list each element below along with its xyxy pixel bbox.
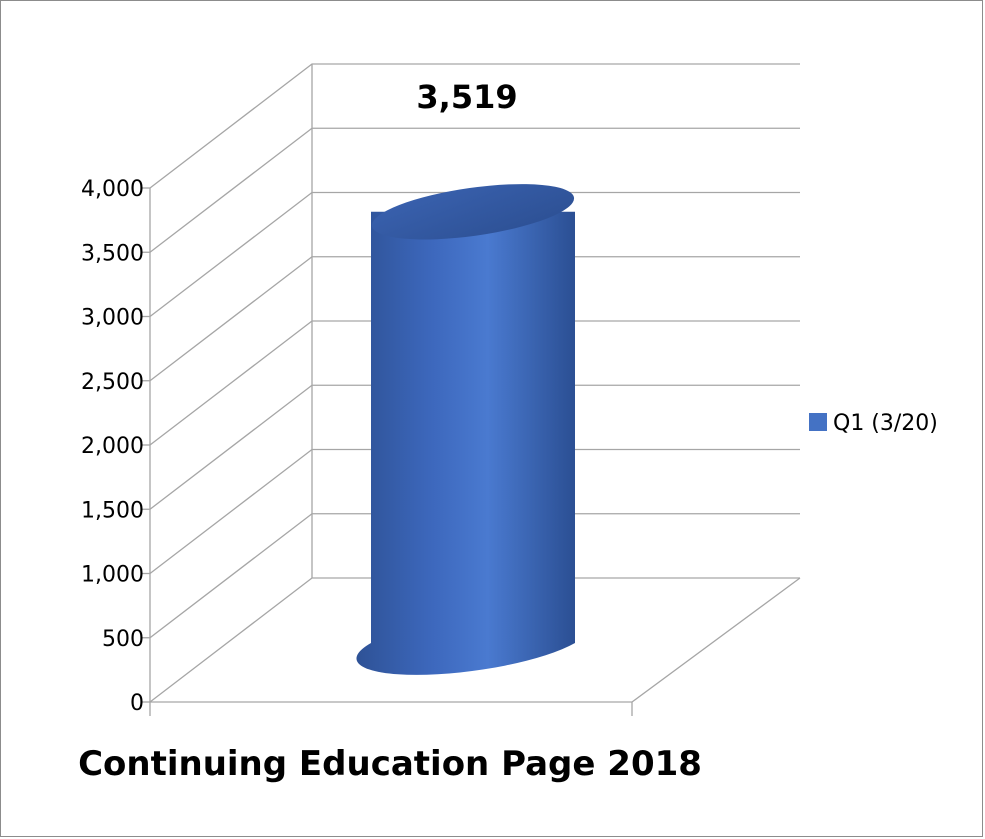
y-tick-label: 3,000 <box>81 306 144 331</box>
legend: Q1 (3/20) <box>809 411 938 436</box>
gridline <box>149 448 800 575</box>
labels: 3,519 Continuing Education Page 2018 <box>78 78 702 784</box>
gridline <box>149 127 800 253</box>
y-tick-label: 2,500 <box>81 370 144 395</box>
bar-body <box>356 211 575 675</box>
gridline <box>149 63 800 189</box>
gridline <box>149 320 800 446</box>
floor-back-edge <box>149 577 800 703</box>
bar-top <box>371 184 575 240</box>
legend-label: Q1 (3/20) <box>833 411 938 436</box>
gridline <box>149 513 800 639</box>
gridline <box>149 384 800 510</box>
y-axis: 0 500 1,000 1,500 2,000 2,500 3,000 3,500 4,000 <box>81 177 150 716</box>
bar-q1 <box>356 184 575 675</box>
y-tick-label: 1,000 <box>81 563 144 588</box>
y-tick-label: 0 <box>130 691 144 716</box>
category-label: Continuing Education Page 2018 <box>78 744 702 784</box>
data-label: 3,519 <box>416 78 517 116</box>
plot-area <box>356 184 575 675</box>
gridline <box>149 191 800 318</box>
legend-swatch <box>809 413 827 431</box>
gridlines <box>149 63 800 703</box>
y-tick-label: 1,500 <box>81 498 144 523</box>
y-tick-label: 3,500 <box>81 241 144 266</box>
y-tick-label: 500 <box>102 627 144 652</box>
y-tick-label: 4,000 <box>81 177 144 202</box>
gridline <box>149 256 800 382</box>
y-tick-label: 2,000 <box>81 434 144 459</box>
